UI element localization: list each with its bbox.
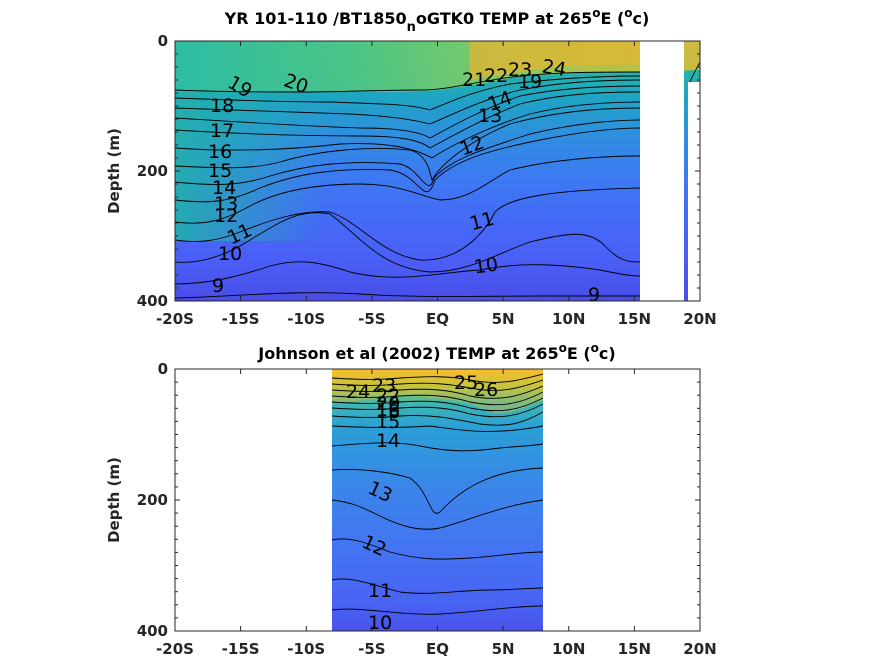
bot-clabel-10: 10 bbox=[368, 612, 392, 634]
top-y-tick-label: 400 bbox=[137, 292, 168, 310]
top-heatmap: 19 20 18 17 16 15 14 13 12 11 10 9 12 11… bbox=[175, 41, 700, 306]
bottom-y-tick-label: 200 bbox=[137, 491, 168, 509]
bottom-x-tick-label: -15S bbox=[222, 640, 260, 656]
bottom-title-end: c) bbox=[599, 344, 616, 363]
top-title: YR 101-110 /BT1850noGTK0 TEMP at 265oE (… bbox=[224, 6, 650, 35]
top-x-tick-label: -5S bbox=[358, 310, 385, 328]
bottom-x-tick-label: 15N bbox=[618, 640, 651, 656]
bot-clabel-23: 23 bbox=[372, 375, 396, 397]
top-clabel-22: 22 bbox=[484, 65, 508, 87]
top-title-mid: E ( bbox=[600, 9, 624, 28]
top-clabel-15: 15 bbox=[208, 160, 232, 182]
top-clabel-14: 14 bbox=[212, 177, 236, 199]
top-clabel-24: 24 bbox=[540, 55, 568, 81]
bottom-contours bbox=[332, 373, 543, 615]
top-clabel-12: 12 bbox=[214, 205, 238, 227]
bottom-ylabel: Depth (m) bbox=[105, 457, 123, 543]
top-clabel-13: 13 bbox=[214, 193, 238, 215]
bottom-panel: Johnson et al (2002) TEMP at 265oE (oc) bbox=[105, 341, 717, 656]
bot-clabel-24: 24 bbox=[346, 381, 370, 403]
top-clabel-10b: 10 bbox=[473, 253, 500, 278]
svg-text:YR 101-110 /BT1850noGTK0 TEMP: YR 101-110 /BT1850noGTK0 TEMP at 265oE (… bbox=[224, 6, 650, 35]
bottom-title-sup1: o bbox=[559, 341, 567, 355]
top-clabel-13b: 13 bbox=[478, 105, 502, 127]
top-x-tick-label: 20N bbox=[683, 310, 716, 328]
bottom-heatmap: 24 23 22 20 18 16 15 14 13 12 11 10 25 2… bbox=[332, 369, 543, 634]
top-panel: YR 101-110 /BT1850noGTK0 TEMP at 265oE (… bbox=[105, 6, 717, 328]
bottom-y-tick-label: 400 bbox=[137, 622, 168, 640]
bottom-title-mid: E ( bbox=[567, 344, 591, 363]
top-y-tick-label: 0 bbox=[158, 32, 168, 50]
top-contours bbox=[175, 61, 700, 299]
bottom-title: Johnson et al (2002) TEMP at 265oE (oc) bbox=[257, 341, 615, 363]
bottom-x-tick-label: EQ bbox=[426, 640, 449, 656]
top-clabel-17: 17 bbox=[210, 120, 234, 142]
top-y-tick-label: 200 bbox=[137, 162, 168, 180]
top-x-tick-label: 10N bbox=[552, 310, 585, 328]
bottom-x-tick-label: -10S bbox=[287, 640, 325, 656]
svg-text:Johnson et al (2002) TEMP at 2: Johnson et al (2002) TEMP at 265oE (oc) bbox=[257, 341, 615, 363]
bottom-x-tick-label: 5N bbox=[492, 640, 515, 656]
top-x-ticks: -20S -15S -10S -5S EQ 5N 10N 15N 20N bbox=[156, 41, 717, 328]
top-x-tick-label: EQ bbox=[426, 310, 449, 328]
bot-clabel-15: 15 bbox=[376, 411, 400, 433]
bottom-y-tick-label: 0 bbox=[158, 360, 168, 378]
bottom-x-tick-label: -5S bbox=[358, 640, 385, 656]
top-clabel-10: 10 bbox=[218, 243, 242, 265]
top-x-tick-label: 15N bbox=[618, 310, 651, 328]
bottom-x-ticks: -20S -15S -10S -5S EQ 5N 10N 15N 20N bbox=[156, 369, 717, 656]
top-clabel-21: 21 bbox=[462, 69, 486, 91]
top-clabel-16: 16 bbox=[208, 141, 232, 163]
bot-clabel-18: 18 bbox=[376, 401, 400, 423]
bot-clabel-14: 14 bbox=[376, 430, 400, 452]
bottom-y-ticks: 0 200 400 bbox=[137, 360, 700, 640]
top-title-main: YR 101-110 /BT1850 bbox=[224, 9, 407, 28]
top-x-tick-label: -20S bbox=[156, 310, 194, 328]
top-clabel-19b: 19 bbox=[518, 71, 542, 93]
bottom-x-tick-label: 20N bbox=[683, 640, 716, 656]
bot-clabel-25: 25 bbox=[454, 372, 478, 394]
top-x-tick-label: 5N bbox=[492, 310, 515, 328]
top-y-ticks: 0 200 400 bbox=[137, 32, 700, 310]
top-clabel-23: 23 bbox=[508, 59, 532, 81]
top-title-rest: oGTK0 TEMP at 265 bbox=[416, 9, 592, 28]
top-title-sup2: o bbox=[624, 6, 632, 20]
bot-clabel-22: 22 bbox=[376, 385, 400, 407]
top-ylabel: Depth (m) bbox=[105, 128, 123, 214]
bottom-title-main: Johnson et al (2002) TEMP at 265 bbox=[257, 344, 558, 363]
top-clabel-9: 9 bbox=[212, 275, 224, 297]
bottom-x-tick-label: -20S bbox=[156, 640, 194, 656]
top-x-tick-label: -15S bbox=[222, 310, 260, 328]
top-title-end: c) bbox=[633, 9, 650, 28]
bot-clabel-26: 26 bbox=[474, 379, 498, 401]
bottom-contour-labels: 24 23 22 20 18 16 15 14 13 12 11 10 25 2… bbox=[346, 372, 498, 634]
top-title-sub: n bbox=[407, 20, 416, 35]
top-clabel-9b: 9 bbox=[588, 284, 600, 306]
bottom-title-sup2: o bbox=[591, 341, 599, 355]
bot-clabel-20: 20 bbox=[376, 393, 400, 415]
bot-clabel-16: 16 bbox=[376, 399, 400, 421]
top-x-tick-label: -10S bbox=[287, 310, 325, 328]
bottom-x-tick-label: 10N bbox=[552, 640, 585, 656]
bot-clabel-11: 11 bbox=[368, 580, 392, 602]
top-title-sup1: o bbox=[592, 6, 600, 20]
top-clabel-18: 18 bbox=[210, 95, 234, 117]
